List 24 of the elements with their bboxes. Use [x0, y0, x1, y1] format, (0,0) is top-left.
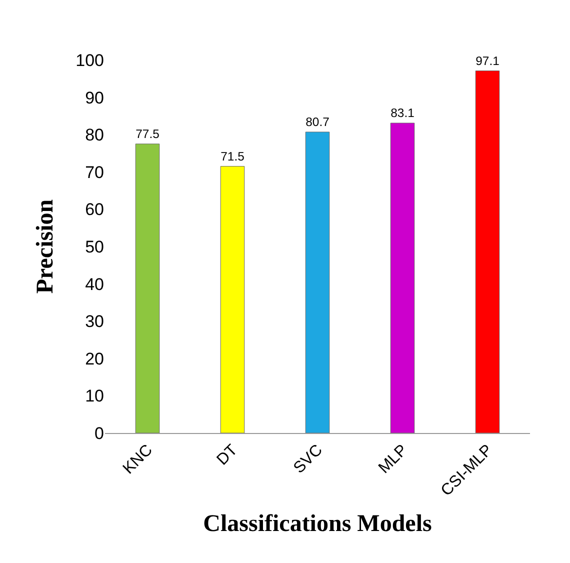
y-tick-label: 100	[76, 50, 104, 70]
data-label: 97.1	[476, 54, 500, 68]
y-tick-label: 10	[85, 386, 104, 406]
data-label: 80.7	[306, 115, 330, 130]
x-axis-title: Classifications Models	[203, 510, 432, 537]
data-label: 83.1	[390, 106, 415, 120]
y-tick-label: 50	[85, 237, 104, 256]
data-label: 77.5	[136, 127, 160, 142]
y-tick-label: 70	[85, 162, 104, 182]
y-tick-label: 40	[85, 274, 104, 294]
y-tick-label: 80	[85, 126, 104, 145]
y-tick-label: 60	[85, 200, 104, 220]
y-tick-label: 0	[94, 424, 104, 443]
bar	[390, 122, 415, 433]
y-axis-title: Precision	[32, 199, 59, 294]
x-tick-label: DT	[214, 442, 242, 469]
bar	[305, 132, 330, 433]
y-tick-label: 30	[85, 312, 104, 332]
y-tick-label: 20	[85, 349, 104, 368]
bar	[220, 166, 245, 433]
y-tick-label: 90	[85, 88, 104, 108]
data-label: 71.5	[220, 149, 245, 164]
bar	[135, 144, 160, 433]
bar	[475, 70, 500, 433]
